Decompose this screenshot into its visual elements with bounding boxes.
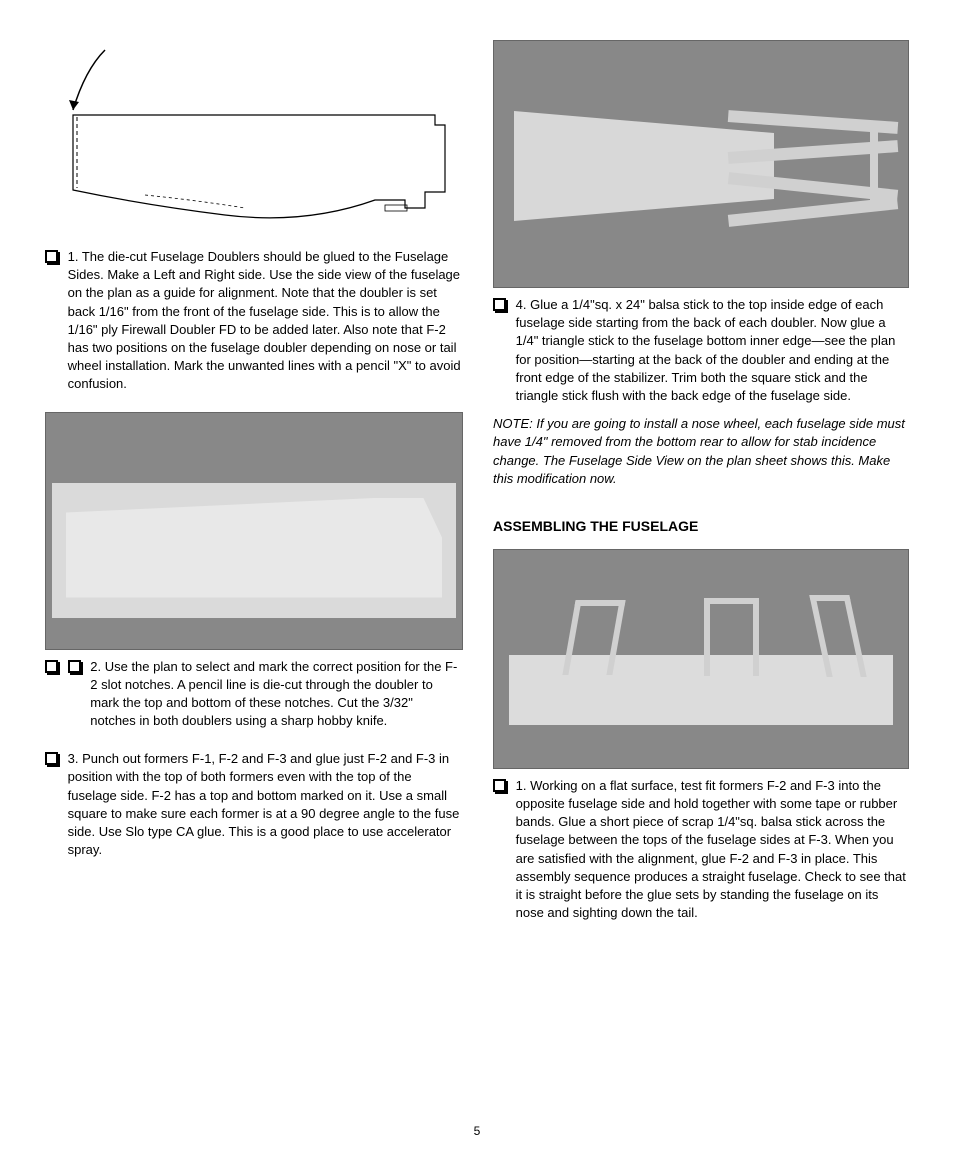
checkbox-icon (45, 250, 58, 263)
step-1: 1. The die-cut Fuselage Doublers should … (45, 248, 463, 394)
diagram-svg (45, 40, 463, 240)
checkbox-icon (493, 779, 506, 792)
step-3: 3. Punch out formers F-1, F-2 and F-3 an… (45, 750, 463, 859)
section-title-assembling: ASSEMBLING THE FUSELAGE (493, 518, 909, 534)
checkbox-icon (493, 298, 506, 311)
checkbox-icon (68, 660, 81, 673)
step-body: Use the plan to select and mark the corr… (90, 659, 457, 729)
step-number: 1. (68, 249, 79, 264)
fuselage-doubler-diagram (45, 40, 463, 240)
step-2-text: 2. Use the plan to select and mark the c… (90, 658, 458, 731)
photo-fuselage-side-plan (45, 412, 463, 650)
left-column: 1. The die-cut Fuselage Doublers should … (45, 40, 463, 922)
step-number: 4. (516, 297, 527, 312)
page-container: 1. The die-cut Fuselage Doublers should … (45, 40, 909, 922)
page-number: 5 (474, 1124, 481, 1138)
step-body: Glue a 1/4"sq. x 24" balsa stick to the … (516, 297, 896, 403)
step-number: 3. (68, 751, 79, 766)
nose-wheel-note: NOTE: If you are going to install a nose… (493, 415, 909, 488)
step-4-text: 4. Glue a 1/4"sq. x 24" balsa stick to t… (516, 296, 907, 405)
step-1-text: 1. The die-cut Fuselage Doublers should … (68, 248, 461, 394)
photo-fuselage-assembly (493, 549, 909, 769)
right-column: 4. Glue a 1/4"sq. x 24" balsa stick to t… (493, 40, 909, 922)
step-number: 2. (90, 659, 101, 674)
step-body: Punch out formers F-1, F-2 and F-3 and g… (68, 751, 460, 857)
photo-fuselage-sticks (493, 40, 909, 288)
step-2: 2. Use the plan to select and mark the c… (45, 658, 463, 731)
checkbox-icon (45, 660, 58, 673)
step-3-text: 3. Punch out formers F-1, F-2 and F-3 an… (68, 750, 461, 859)
step-body: Working on a flat surface, test fit form… (516, 778, 906, 920)
step-4: 4. Glue a 1/4"sq. x 24" balsa stick to t… (493, 296, 909, 405)
step-number: 1. (516, 778, 527, 793)
step-assembly-1-text: 1. Working on a flat surface, test fit f… (516, 777, 907, 923)
step-body: The die-cut Fuselage Doublers should be … (68, 249, 461, 391)
step-assembly-1: 1. Working on a flat surface, test fit f… (493, 777, 909, 923)
checkbox-icon (45, 752, 58, 765)
